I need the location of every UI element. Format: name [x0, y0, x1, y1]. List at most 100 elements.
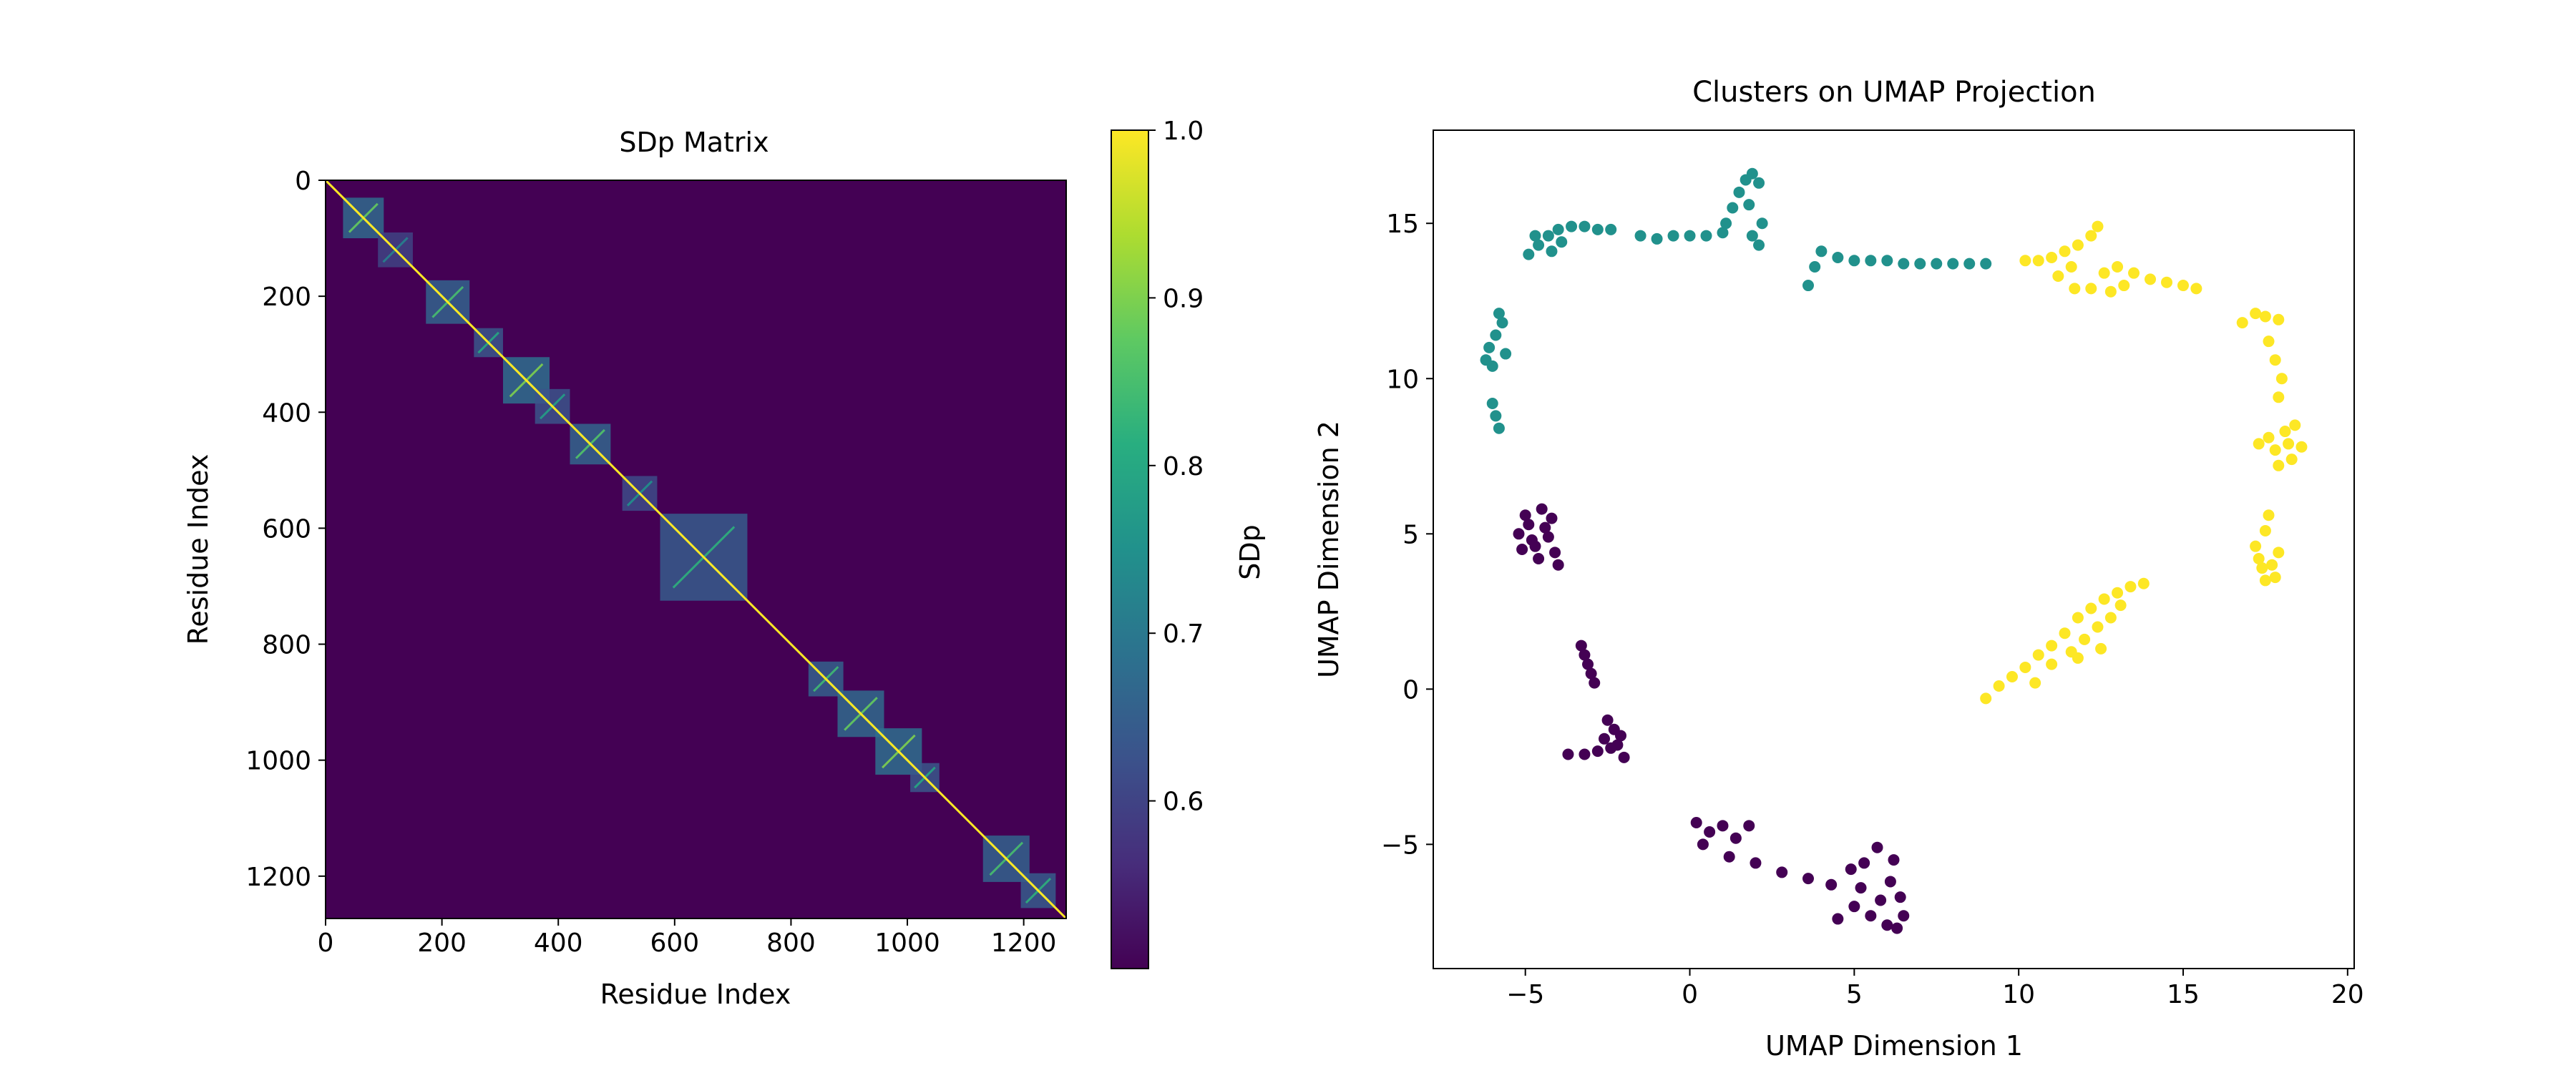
scatter-point — [2263, 431, 2275, 444]
scatter-point — [1881, 255, 1893, 267]
scatter-point — [1582, 658, 1594, 670]
heatmap-y-axis-label: Residue Index — [182, 454, 214, 645]
scatter-point — [2092, 621, 2104, 633]
scatter-point — [1618, 751, 1630, 763]
scatter-point — [2145, 273, 2157, 285]
scatter-point — [1704, 826, 1716, 838]
scatter-point — [2046, 640, 2058, 652]
scatter-point — [2085, 283, 2097, 295]
scatter-point — [2095, 642, 2107, 655]
scatter-point — [2263, 509, 2275, 521]
scatter-point — [2273, 313, 2285, 325]
scatter-point — [1717, 227, 1729, 239]
scatter-point — [1697, 838, 1709, 851]
scatter-point — [2046, 251, 2058, 263]
scatter-point — [1585, 667, 1597, 680]
scatter-point — [1556, 236, 1568, 248]
scatter-y-tick-label: 10 — [1386, 365, 1419, 394]
scatter-point — [1865, 255, 1877, 267]
scatter-point — [1871, 841, 1883, 853]
heatmap-y-tick-label: 0 — [295, 167, 311, 196]
scatter-point — [2092, 220, 2104, 232]
scatter-point — [2273, 459, 2285, 471]
scatter-point — [1516, 544, 1528, 555]
scatter-y-tick-label: −5 — [1381, 831, 1419, 860]
scatter-point — [1614, 730, 1626, 742]
scatter-x-tick-label: 20 — [2331, 980, 2364, 1009]
scatter-y-tick-label: 0 — [1402, 675, 1419, 705]
scatter-y-ticks: −5 0 5 10 15 — [1381, 210, 1433, 860]
scatter-point — [2114, 599, 2127, 612]
scatter-x-tick-label: 0 — [1682, 980, 1698, 1009]
scatter-point — [1845, 863, 1857, 876]
scatter-point — [1717, 820, 1729, 832]
scatter-point — [1605, 223, 1617, 235]
heatmap-frame — [325, 180, 1067, 919]
scatter-y-axis-label: UMAP Dimension 2 — [1313, 421, 1345, 678]
heatmap-x-tick-label: 800 — [766, 929, 816, 958]
scatter-point — [1776, 866, 1788, 878]
scatter-point — [2279, 426, 2291, 438]
sdp-matrix-panel: SDp Matrix 0 200 400 600 800 1000 1200 0 200 400… — [182, 127, 1068, 1010]
scatter-point — [1601, 714, 1614, 726]
scatter-point — [1720, 217, 1732, 230]
scatter-point — [1523, 519, 1535, 531]
scatter-point — [2177, 280, 2189, 292]
scatter-point — [1490, 410, 1502, 422]
scatter-x-tick-label: 15 — [2167, 980, 2200, 1009]
scatter-point — [1898, 910, 1910, 922]
heatmap-y-ticks: 0 200 400 600 800 1000 1200 — [245, 167, 326, 892]
heatmap-x-ticks: 0 200 400 600 800 1000 1200 — [318, 918, 1056, 958]
scatter-point — [1546, 512, 1558, 524]
scatter-point — [2079, 633, 2091, 645]
scatter-x-ticks: −5 0 5 10 15 20 — [1506, 969, 2364, 1009]
scatter-x-tick-label: 10 — [2002, 980, 2035, 1009]
scatter-point — [1815, 245, 1828, 258]
scatter-point — [1591, 745, 1604, 758]
colorbar-ticks: 0.6 0.7 0.8 0.9 1.0 — [1148, 117, 1204, 817]
scatter-point — [1802, 873, 1814, 885]
scatter-point — [2296, 441, 2308, 453]
scatter-point — [2273, 391, 2285, 403]
scatter-point — [1993, 680, 2005, 692]
scatter-point — [1888, 854, 1900, 866]
scatter-point — [2112, 260, 2124, 273]
scatter-point — [2032, 649, 2044, 661]
scatter-point — [1743, 820, 1755, 832]
scatter-point — [2046, 658, 2058, 670]
scatter-point — [2065, 260, 2077, 273]
heatmap-x-axis-label: Residue Index — [600, 979, 791, 1010]
scatter-point — [1493, 422, 1505, 434]
scatter-point — [1533, 553, 1545, 565]
scatter-point — [2137, 577, 2150, 589]
heatmap-image — [324, 179, 1068, 920]
scatter-point — [1931, 258, 1943, 270]
scatter-point — [2269, 354, 2281, 366]
colorbar-tick-label: 0.8 — [1163, 452, 1204, 481]
scatter-point — [1753, 239, 1765, 251]
heatmap-y-tick-label: 800 — [262, 631, 311, 660]
scatter-point — [1700, 230, 1712, 242]
heatmap-y-tick-label: 1200 — [245, 863, 311, 892]
colorbar-tick-label: 1.0 — [1163, 117, 1204, 146]
scatter-point — [2124, 581, 2137, 593]
scatter-point — [2190, 283, 2202, 295]
scatter-point — [1884, 876, 1896, 888]
scatter-point — [1546, 245, 1558, 258]
scatter-point — [1579, 220, 1591, 232]
colorbar-gradient — [1111, 129, 1149, 969]
scatter-point — [2072, 612, 2084, 624]
scatter-point — [1690, 816, 1702, 828]
heatmap-x-tick-label: 200 — [417, 929, 467, 958]
scatter-point — [2236, 317, 2248, 329]
scatter-point — [1513, 528, 1525, 540]
scatter-point — [1733, 186, 1745, 198]
scatter-point — [1802, 280, 1814, 292]
scatter-point — [1947, 258, 1959, 270]
scatter-x-axis-label: UMAP Dimension 1 — [1765, 1030, 2023, 1062]
scatter-point — [1486, 360, 1498, 372]
scatter-point — [1575, 640, 1587, 652]
scatter-point — [1865, 910, 1877, 922]
heatmap-x-tick-label: 0 — [318, 929, 334, 958]
scatter-y-tick-label: 15 — [1386, 210, 1419, 239]
